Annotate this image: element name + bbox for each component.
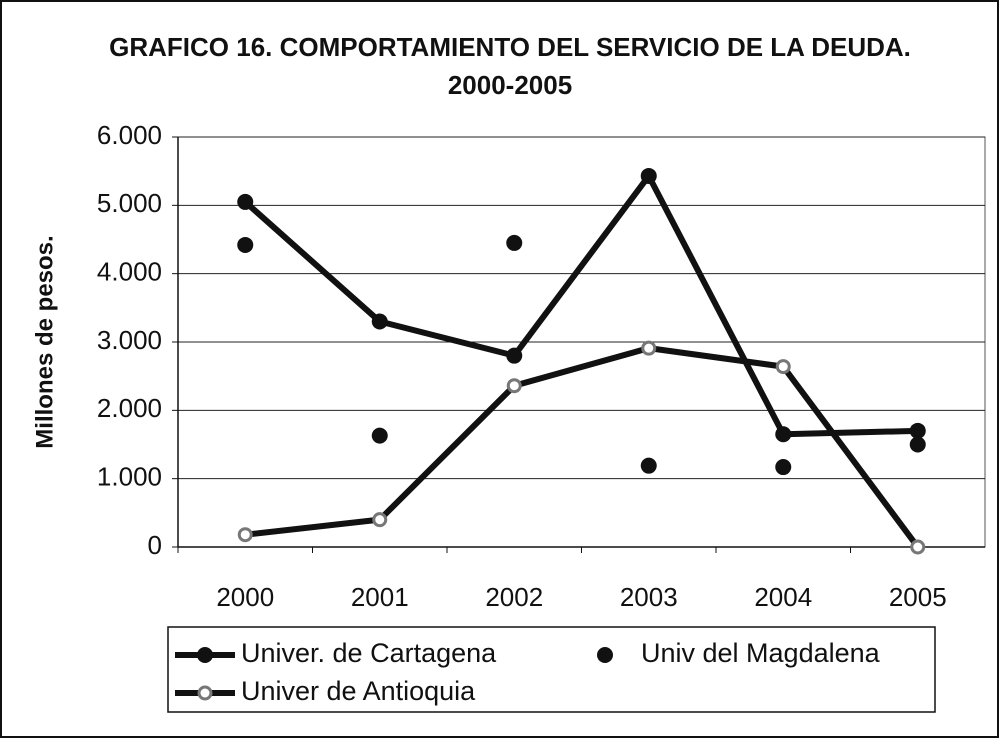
legend-marker [197,685,213,701]
y-tick-label: 4.000 [97,257,162,287]
data-point [237,527,253,543]
legend-label: Univ del Magdalena [641,638,881,668]
y-tick-label: 5.000 [97,188,162,218]
x-tick-label: 2004 [754,582,812,612]
y-tick-label: 2.000 [97,393,162,423]
x-tick-label: 2005 [889,582,947,612]
data-point [237,193,254,210]
data-point [640,167,657,184]
data-point [910,539,926,555]
data-point [506,347,523,364]
legend-marker [197,647,213,663]
y-tick-label: 1.000 [97,462,162,492]
data-point [237,236,254,253]
data-point [371,313,388,330]
series-line [244,345,921,549]
data-point [909,422,926,439]
legend-box [167,626,936,713]
x-tick-label: 2000 [216,582,274,612]
data-point [372,512,388,528]
x-tick-label: 2001 [351,582,409,612]
y-tick-label: 3.000 [97,325,162,355]
data-point [775,459,792,476]
data-point [371,427,388,444]
legend-label: Univer de Antioquia [241,676,476,706]
data-point [775,359,791,375]
chart-title: GRAFICO 16. COMPORTAMIENTO DEL SERVICIO … [109,32,911,100]
legend-marker [597,647,613,663]
data-point [640,457,657,474]
y-axis-label: Millones de pesos. [31,235,58,448]
x-tick-label: 2002 [485,582,543,612]
data-point [641,340,657,356]
y-tick-label: 0 [148,530,162,560]
data-point [506,234,523,251]
series-line [243,172,918,438]
data-point [909,436,926,453]
data-point [506,378,522,394]
x-tick-label: 2003 [620,582,678,612]
data-point [775,426,792,443]
y-tick-label: 6.000 [97,120,162,150]
legend-label: Univer. de Cartagena [241,638,497,668]
